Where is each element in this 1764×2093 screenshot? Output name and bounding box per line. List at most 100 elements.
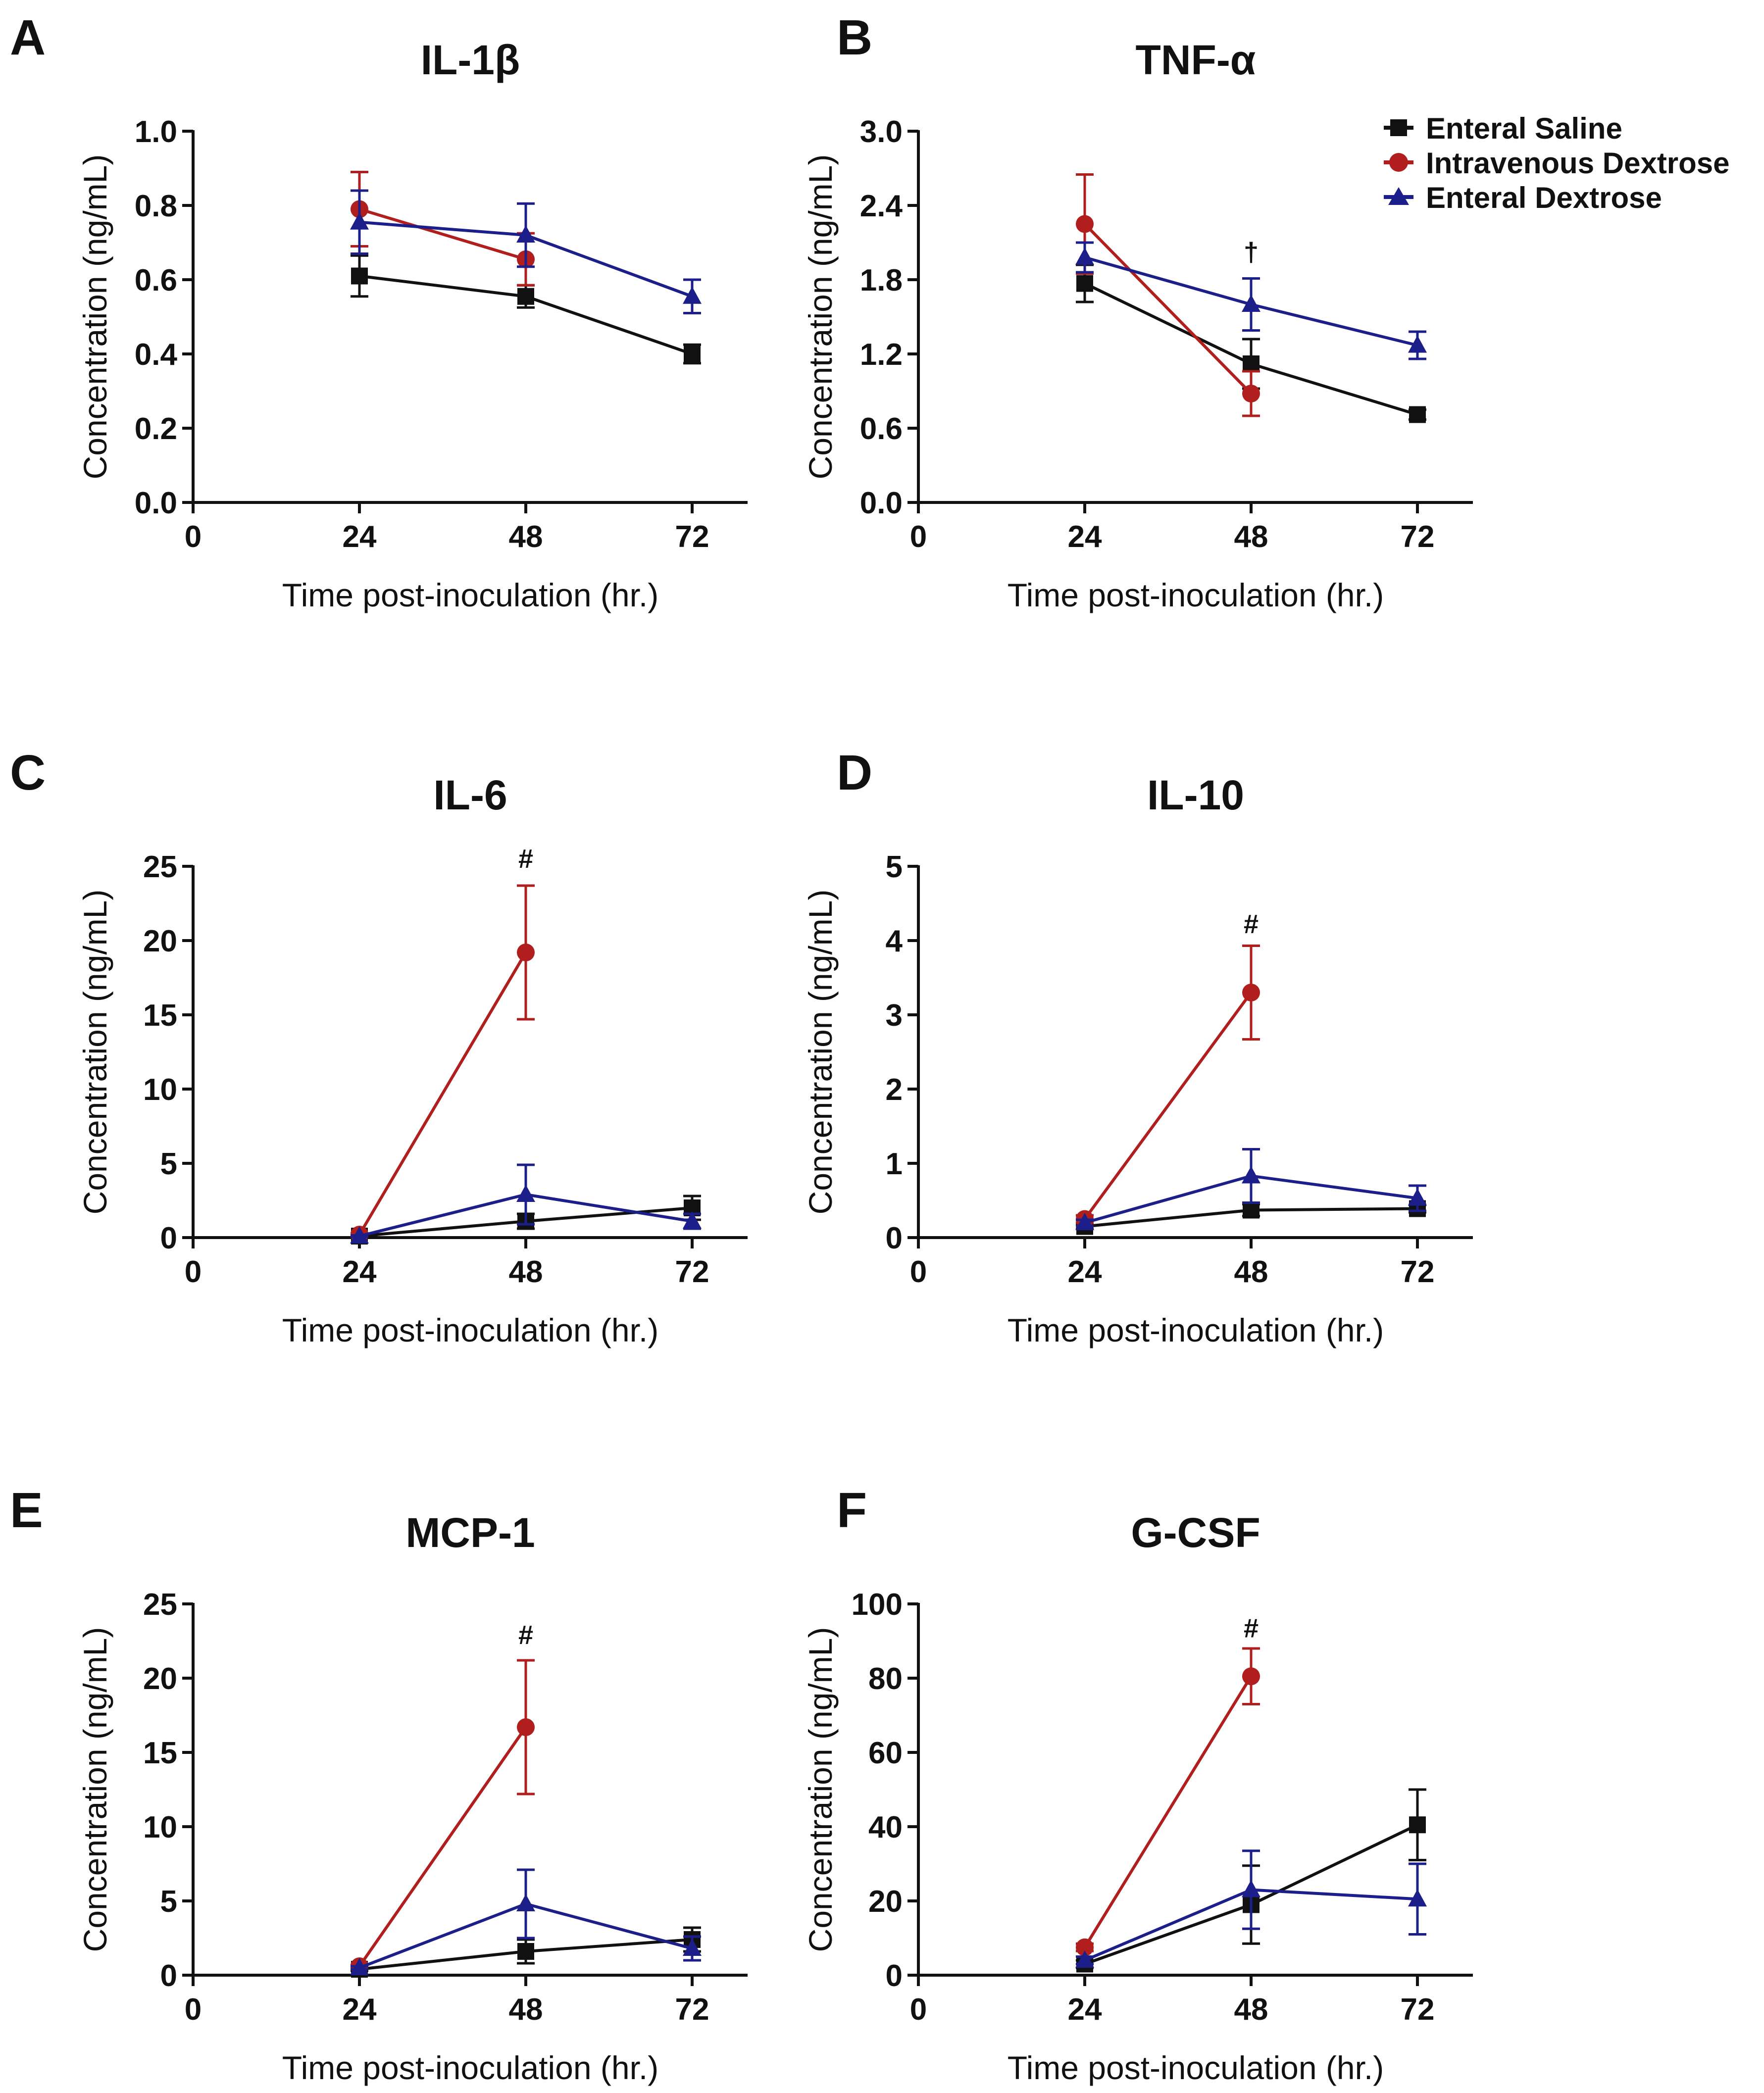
data-point-triangle [350, 212, 369, 230]
plot-area-d: 0 1 2 3 4 5 0 24 48 72 # [886, 850, 1473, 1289]
data-point-triangle [1242, 1166, 1260, 1184]
series-enteral-dextrose [350, 189, 702, 314]
y-tick-label: 0 [160, 1959, 177, 1993]
x-tick-label: 48 [1234, 1255, 1268, 1289]
chart-title-d: IL-10 [1147, 772, 1244, 818]
plot-area-b: 0.0 0.6 1.2 1.8 2.4 3.0 0 24 48 72 † [860, 115, 1473, 554]
series-enteral-dextrose [1075, 1148, 1427, 1230]
data-point-triangle [350, 1226, 369, 1244]
y-tick-label: 0.6 [135, 263, 177, 298]
series-line-intravenous-dextrose [358, 951, 527, 1236]
y-tick-label: 15 [143, 998, 177, 1033]
legend-item-enteral-dextrose: Enteral Dextrose [1384, 181, 1662, 214]
data-point-triangle [516, 1185, 535, 1202]
x-tick-label: 24 [1068, 1255, 1102, 1289]
legend-item-enteral-saline: Enteral Saline [1384, 112, 1622, 145]
data-point-square [1409, 1816, 1426, 1834]
legend-label-intravenous-dextrose: Intravenous Dextrose [1426, 147, 1730, 180]
y-tick-label: 20 [143, 1662, 177, 1696]
data-point-triangle [350, 1958, 369, 1975]
x-tick-label: 72 [1401, 1255, 1435, 1289]
series-intravenous-dextrose [351, 884, 535, 1244]
legend: Enteral Saline Intravenous Dextrose Ente… [1384, 112, 1730, 214]
significance-marker: † [1244, 238, 1259, 267]
y-tick-label: 40 [868, 1810, 903, 1844]
legend-marker-square [1390, 119, 1407, 136]
legend-label-enteral-dextrose: Enteral Dextrose [1426, 181, 1662, 214]
data-point-square [684, 346, 701, 362]
x-tick-label: 48 [509, 1993, 543, 2027]
y-tick-label: 5 [886, 850, 903, 884]
significance-marker: # [518, 1620, 533, 1650]
data-point-circle [1242, 1667, 1260, 1686]
data-point-triangle [516, 225, 535, 243]
series-line-intravenous-dextrose [358, 1726, 527, 1967]
x-tick-label: 48 [1234, 1993, 1268, 2027]
x-tick-label: 24 [343, 1255, 377, 1289]
x-axis-label-f: Time post-inoculation (hr.) [1008, 2049, 1384, 2086]
chart-title-b: TNF-α [1136, 37, 1256, 83]
x-tick-label: 72 [1401, 520, 1435, 554]
y-tick-label: 0.8 [135, 189, 177, 223]
data-point-square [1409, 406, 1426, 423]
panel-e: E MCP-1 Concentration (ng/mL) Time post-… [10, 1483, 748, 2086]
series-enteral-saline [351, 254, 701, 365]
data-point-square [517, 288, 534, 305]
x-tick-label: 72 [675, 1255, 709, 1289]
data-point-triangle [1408, 335, 1427, 353]
series-intravenous-dextrose [1076, 1647, 1260, 1956]
y-axis-label-e: Concentration (ng/mL) [77, 1627, 113, 1952]
chart-title-a: IL-1β [421, 37, 520, 83]
significance-marker: # [518, 844, 533, 874]
y-tick-label: 3 [886, 998, 903, 1033]
x-tick-label: 24 [343, 520, 377, 554]
y-tick-label: 2.4 [860, 189, 903, 223]
data-point-triangle [1075, 1213, 1094, 1230]
data-point-triangle [683, 1939, 702, 1956]
y-tick-label: 20 [143, 924, 177, 958]
data-point-square [1243, 355, 1260, 372]
legend-item-intravenous-dextrose: Intravenous Dextrose [1384, 147, 1730, 180]
data-point-square [1076, 275, 1093, 292]
x-axis-label-e: Time post-inoculation (hr.) [282, 2049, 659, 2086]
data-point-triangle [516, 1894, 535, 1911]
series-enteral-dextrose [350, 1868, 702, 1975]
data-point-triangle [1242, 295, 1260, 312]
series-enteral-dextrose [350, 1163, 702, 1244]
chart-title-f: G-CSF [1131, 1509, 1260, 1556]
y-tick-label: 0.0 [135, 486, 177, 520]
panel-c: C IL-6 Concentration (ng/mL) Time post-i… [10, 745, 748, 1348]
plot-area-c: 0 5 10 15 20 25 0 24 48 72 # [143, 844, 748, 1289]
data-point-circle [517, 1718, 535, 1736]
y-tick-label: 20 [868, 1885, 903, 1919]
x-tick-label: 24 [343, 1993, 377, 2027]
data-point-triangle [683, 286, 702, 304]
significance-marker: # [1244, 1614, 1259, 1644]
x-tick-label: 0 [910, 1993, 927, 2027]
data-point-circle [1242, 385, 1260, 402]
panel-b: B TNF-α Concentration (ng/mL) Time post-… [802, 10, 1473, 613]
panel-letter-a: A [10, 10, 46, 65]
series-enteral-saline [1076, 1200, 1426, 1235]
y-tick-label: 5 [160, 1147, 177, 1181]
y-tick-label: 3.0 [860, 115, 903, 149]
panel-letter-d: D [837, 745, 872, 800]
series-line-intravenous-dextrose [1083, 1675, 1253, 1948]
data-point-circle [1076, 1938, 1094, 1956]
legend-marker-triangle [1388, 187, 1409, 205]
y-tick-label: 4 [886, 924, 903, 958]
y-tick-label: 0 [160, 1221, 177, 1255]
data-point-circle [1242, 984, 1260, 1001]
x-tick-label: 0 [910, 520, 927, 554]
x-axis-label-c: Time post-inoculation (hr.) [282, 1312, 659, 1348]
y-tick-label: 25 [143, 1588, 177, 1622]
y-tick-label: 0.6 [860, 412, 903, 446]
data-point-square [351, 267, 368, 285]
legend-label-enteral-saline: Enteral Saline [1426, 112, 1622, 145]
panel-letter-c: C [10, 745, 46, 800]
y-tick-label: 5 [160, 1885, 177, 1919]
series-intravenous-dextrose [351, 1659, 535, 1975]
x-tick-label: 48 [1234, 520, 1268, 554]
x-tick-label: 0 [185, 520, 202, 554]
series-enteral-dextrose [1075, 241, 1427, 360]
